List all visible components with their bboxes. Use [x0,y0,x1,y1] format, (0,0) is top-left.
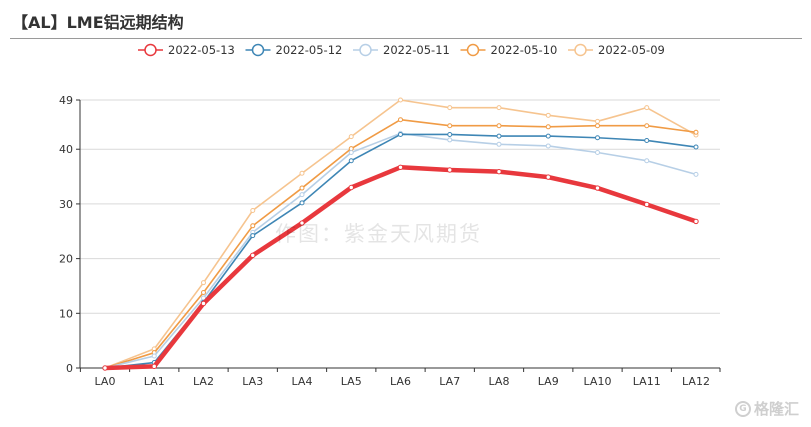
data-point [299,192,305,198]
legend-label: 2022-05-12 [276,43,343,57]
y-tick-label: 49 [59,94,73,107]
data-point [644,123,650,129]
y-tick-label: 40 [59,143,73,156]
data-point [693,218,699,225]
data-point [398,117,403,123]
data-point [545,174,551,180]
data-point [200,300,207,307]
data-point [595,123,600,129]
data-point [594,185,601,191]
x-tick-label: LA11 [633,375,661,388]
data-point [447,137,453,143]
data-point [299,200,305,206]
data-point [545,143,551,149]
data-point [693,129,699,135]
data-point [348,184,354,191]
x-tick-label: LA0 [95,375,116,388]
y-tick-label: 10 [59,307,73,320]
data-point [447,123,453,129]
x-tick-label: LA4 [292,375,313,388]
data-point [447,105,453,111]
data-point [447,131,453,137]
x-tick-label: LA8 [489,375,510,388]
legend-label: 2022-05-09 [598,43,665,57]
data-point [595,118,600,124]
y-tick-label: 0 [66,362,73,375]
data-point [545,124,551,130]
data-point [693,171,699,177]
x-tick-label: LA12 [682,375,710,388]
data-point [398,131,403,137]
x-tick-label: LA1 [144,375,165,388]
data-point [201,280,206,286]
data-point [151,363,157,370]
data-point [250,252,256,259]
data-point [496,123,502,129]
data-point [595,135,600,141]
data-point [250,233,256,239]
data-point [644,158,650,164]
chart-title: 【AL】LME铝远期结构 [12,13,184,32]
data-point [398,97,403,103]
series-line [102,165,699,371]
data-point [496,133,502,139]
data-point [299,185,305,191]
legend-label: 2022-05-11 [383,43,450,57]
data-point [496,105,502,111]
data-point [644,201,650,208]
data-point [201,290,206,296]
x-tick-label: LA10 [584,375,612,388]
y-tick-label: 30 [59,198,73,211]
axes: 0 10 20 30 40 49 LA0 LA1 LA2 LA3 LA4 LA5 LA6 LA7 LA8 LA… [59,94,721,388]
legend-marker [144,43,157,57]
legend-label: 2022-05-10 [491,43,558,57]
legend-marker [574,43,587,57]
data-point [545,133,551,139]
brand-text: 格隆汇 [754,400,800,418]
legend: 2022-05-13 2022-05-12 2022-05-11 2022-05-10… [138,43,665,57]
data-point [250,223,256,229]
x-tick-label: LA2 [193,375,214,388]
x-tick-label: LA3 [242,375,263,388]
data-point [102,365,108,371]
x-tick-label: LA6 [390,375,411,388]
legend-label: 2022-05-13 [168,43,235,57]
legend-marker [251,43,265,57]
data-point [299,170,305,176]
data-point [348,158,354,164]
x-tick-label: LA9 [538,375,559,388]
title-divider [10,38,802,39]
series-layer [102,97,699,371]
brand-logo: G 格隆汇 [735,398,799,419]
data-point [644,137,650,143]
x-tick-label: LA7 [439,375,460,388]
data-point [693,144,699,150]
data-point [151,353,157,359]
data-point [299,220,305,226]
y-tick-label: 20 [59,253,73,266]
x-tick-label: LA5 [341,375,362,388]
legend-marker [359,43,372,57]
data-point [250,207,256,213]
legend-marker [466,43,480,57]
brand-icon: G [735,400,751,417]
data-point [595,150,600,156]
watermark-text: 作图：紫金天风期货 [275,222,482,246]
data-point [496,141,502,147]
data-point [496,168,502,175]
data-point [348,134,354,140]
data-point [447,167,453,173]
data-point [545,112,551,118]
data-point [397,164,404,170]
data-point [348,150,354,156]
data-point [644,105,650,111]
